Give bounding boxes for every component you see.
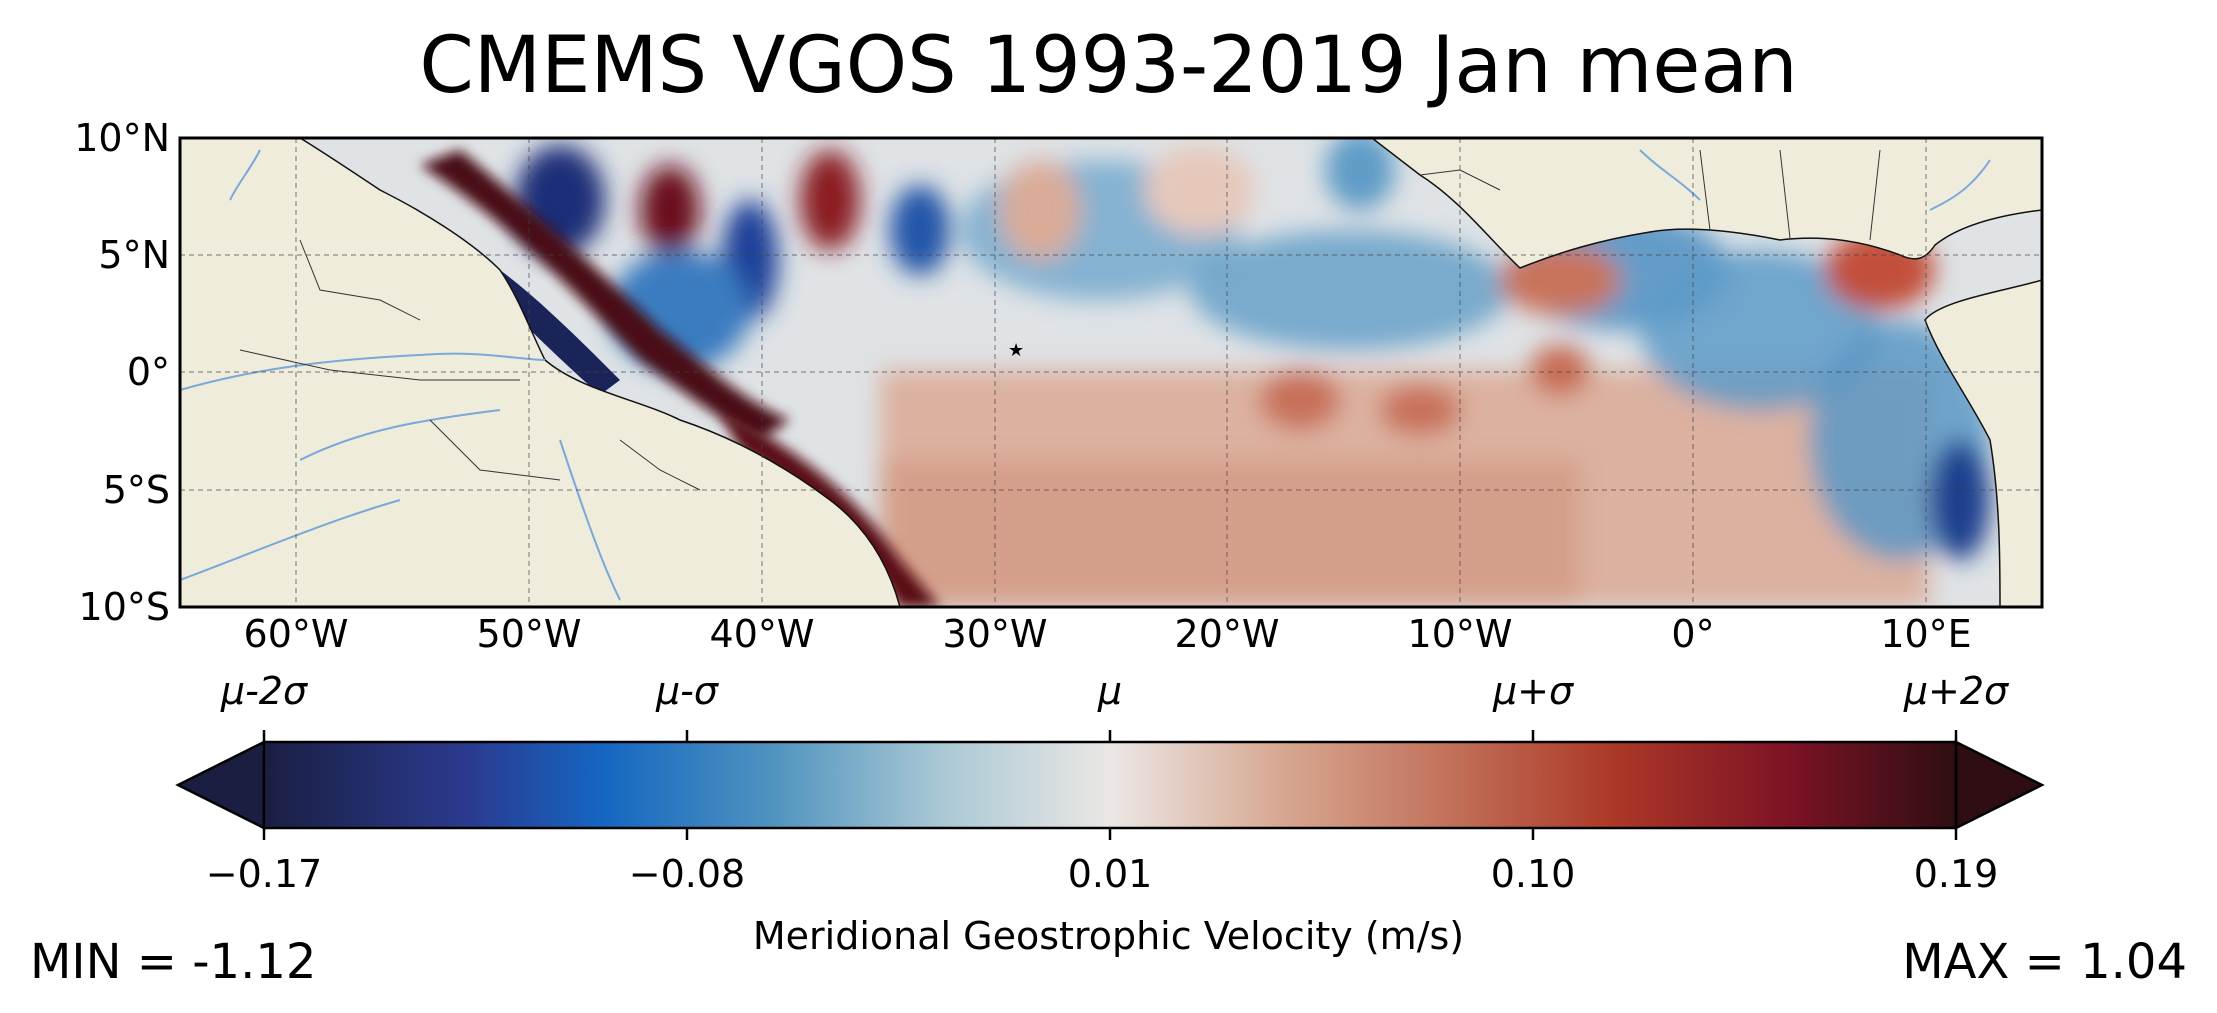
sigma-label-plus1: μ+σ	[1492, 669, 1574, 713]
lon-label-30w: 30°W	[942, 612, 1048, 656]
sigma-label-minus2: μ-2σ	[220, 669, 308, 713]
lon-label-50w: 50°W	[476, 612, 582, 656]
colorbar	[175, 730, 2045, 840]
map-frame	[178, 136, 2044, 609]
rivers	[180, 149, 1991, 601]
lat-label-0: 0°	[126, 350, 170, 394]
lat-label-5n: 5°N	[98, 233, 170, 277]
star-marker-icon: ★	[1008, 340, 1024, 361]
lon-label-60w: 60°W	[243, 612, 349, 656]
map-title: CMEMS VGOS 1993-2019 Jan mean	[419, 21, 1798, 111]
lon-label-0: 0°	[1671, 612, 1715, 656]
colorbar-tick-2: 0.01	[1067, 852, 1153, 896]
sigma-label-plus2: μ+2σ	[1903, 669, 2009, 713]
lon-label-10w: 10°W	[1407, 612, 1513, 656]
gridlines	[180, 138, 2042, 607]
lon-label-40w: 40°W	[709, 612, 815, 656]
lat-label-10s: 10°S	[78, 585, 170, 629]
borders	[239, 149, 1881, 491]
lon-label-20w: 20°W	[1174, 612, 1280, 656]
sigma-label-minus1: μ-σ	[656, 669, 718, 713]
colorbar-extend-max	[1954, 739, 2045, 831]
colorbar-gradient	[262, 740, 1958, 830]
colorbar-tick-1: −0.08	[628, 852, 746, 896]
colorbar-tick-3: 0.10	[1490, 852, 1576, 896]
colorbar-extend-min	[175, 739, 266, 831]
colorbar-tick-4: 0.19	[1913, 852, 1999, 896]
sigma-label-mean: μ	[1097, 669, 1123, 713]
lat-label-10n: 10°N	[74, 116, 170, 160]
min-value-label: MIN = -1.12	[30, 934, 317, 990]
lon-label-10e: 10°E	[1880, 612, 1972, 656]
colorbar-tick-0: −0.17	[205, 852, 323, 896]
velocity-field: ★	[180, 138, 2042, 607]
max-value-label: MAX = 1.04	[1902, 934, 2187, 990]
colorbar-label: Meridional Geostrophic Velocity (m/s)	[752, 914, 1465, 958]
lat-label-5s: 5°S	[102, 468, 170, 512]
